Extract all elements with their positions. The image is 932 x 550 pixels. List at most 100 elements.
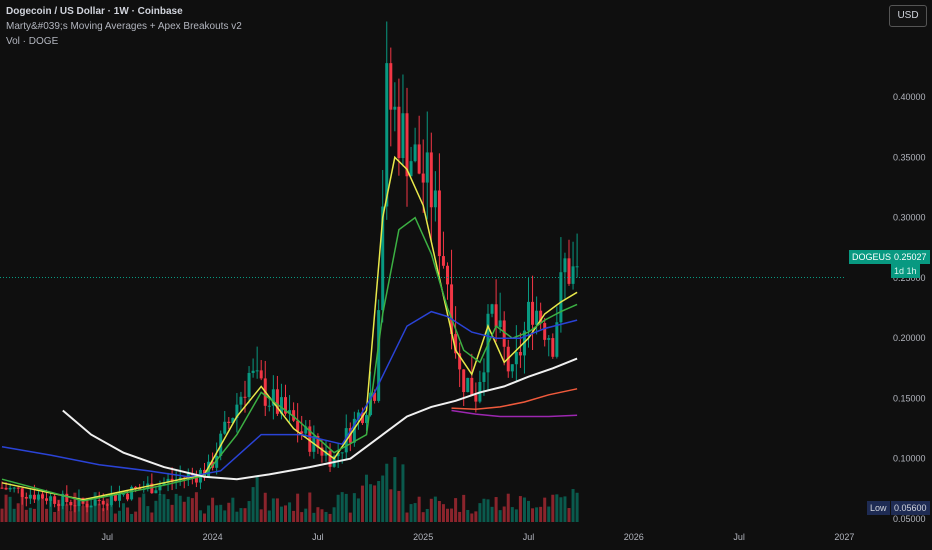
bar-countdown-tag: 1d 1h	[891, 264, 920, 278]
moving-average-line	[1, 216, 578, 502]
currency-button[interactable]: USD	[889, 5, 927, 27]
moving-average-line	[62, 357, 578, 481]
volume-bar	[324, 511, 328, 522]
candle-body	[178, 477, 182, 480]
candle-body	[567, 258, 571, 284]
candle-body	[413, 144, 417, 162]
volume-bar	[486, 499, 490, 522]
volume-bar	[288, 502, 292, 522]
candle-body	[134, 486, 138, 489]
volume-bar	[405, 512, 409, 522]
moving-averages	[1, 155, 578, 502]
volume-bar	[194, 492, 198, 522]
candle-body	[255, 370, 259, 372]
time-tick-label: 2025	[413, 532, 433, 542]
candle-body	[20, 488, 24, 497]
volume-bar	[16, 503, 20, 522]
candle-body	[462, 369, 466, 393]
volume-bar	[203, 513, 206, 522]
candle-body	[433, 190, 437, 208]
volume-bar	[182, 501, 186, 522]
volume-bar	[0, 508, 4, 522]
symbol-price-tag: DOGEUSD	[849, 250, 901, 264]
candle-body	[494, 304, 498, 328]
candle-body	[446, 265, 449, 285]
chart-title: Dogecoin / US Dollar · 1W · Coinbase	[6, 6, 183, 17]
volume-bar	[207, 505, 211, 522]
volume-bar	[373, 485, 377, 522]
candle-body	[425, 152, 429, 183]
candle-body	[571, 266, 575, 284]
candle-body	[385, 63, 389, 207]
candle-body	[304, 426, 308, 434]
time-tick-label: Jul	[102, 532, 114, 542]
volume-label[interactable]: Vol · DOGE	[6, 36, 59, 47]
volume-bar	[93, 492, 97, 522]
volume-bar	[53, 512, 57, 522]
volume-bar	[332, 507, 336, 522]
candle-body	[518, 351, 522, 356]
candle-body	[531, 301, 535, 325]
candle-body	[365, 415, 368, 424]
time-tick-label: 2026	[624, 532, 644, 542]
volume-bar	[12, 508, 16, 522]
candle-body	[393, 106, 397, 110]
volume-bar	[190, 498, 194, 522]
volume-bar	[41, 493, 44, 522]
volume-bar	[49, 499, 53, 522]
candle-body	[57, 503, 61, 506]
candle-body	[539, 310, 543, 324]
volume-bar	[413, 503, 417, 522]
volume-bar	[284, 505, 287, 522]
candle-body	[502, 320, 506, 347]
volume-bar	[450, 508, 454, 522]
volume-bar	[344, 493, 348, 522]
volume-bar	[45, 508, 49, 522]
candle-body	[101, 500, 105, 505]
candle-body	[498, 320, 502, 328]
candle-body	[316, 435, 320, 448]
candle-body	[328, 450, 332, 467]
candle-body	[559, 272, 563, 323]
candle-body	[85, 503, 89, 508]
time-axis: Jul 2024 Jul 2025 Jul 2026 Jul 2027	[102, 532, 855, 542]
volume-bar	[352, 493, 356, 522]
volume-bars	[0, 457, 579, 522]
candle-body	[397, 106, 401, 159]
volume-bar	[36, 496, 40, 522]
volume-bar	[385, 463, 389, 522]
volume-bar	[259, 509, 263, 522]
volume-bar	[547, 506, 551, 522]
candle-body	[308, 426, 312, 452]
volume-bar	[113, 513, 117, 522]
candle-body	[73, 505, 77, 507]
volume-bar	[271, 498, 275, 522]
volume-bar	[441, 504, 445, 522]
candle-body	[113, 494, 117, 501]
price-tick-label: 0.40000	[893, 92, 926, 102]
candle-body	[405, 113, 409, 177]
candle-body	[454, 334, 458, 354]
candle-body	[563, 258, 567, 273]
candle-body	[490, 304, 494, 314]
candle-body	[466, 377, 470, 393]
candle-body	[227, 421, 231, 423]
volume-bar	[328, 513, 332, 522]
candle-body	[89, 505, 93, 508]
volume-bar	[348, 512, 352, 522]
candle-body	[154, 490, 158, 494]
candle-body	[49, 496, 53, 501]
volume-bar	[356, 498, 360, 522]
volume-bar	[429, 498, 433, 522]
candle-body	[231, 417, 235, 423]
volume-bar	[146, 506, 150, 522]
volume-bar	[255, 475, 259, 522]
volume-bar	[563, 496, 567, 522]
moving-average-line	[1, 155, 578, 501]
candle-body	[243, 396, 247, 398]
low-label-tag: Low	[867, 501, 890, 515]
volume-bar	[498, 510, 502, 522]
candle-body	[0, 487, 4, 489]
indicator-label[interactable]: Marty&#039;s Moving Averages + Apex Brea…	[6, 21, 242, 32]
